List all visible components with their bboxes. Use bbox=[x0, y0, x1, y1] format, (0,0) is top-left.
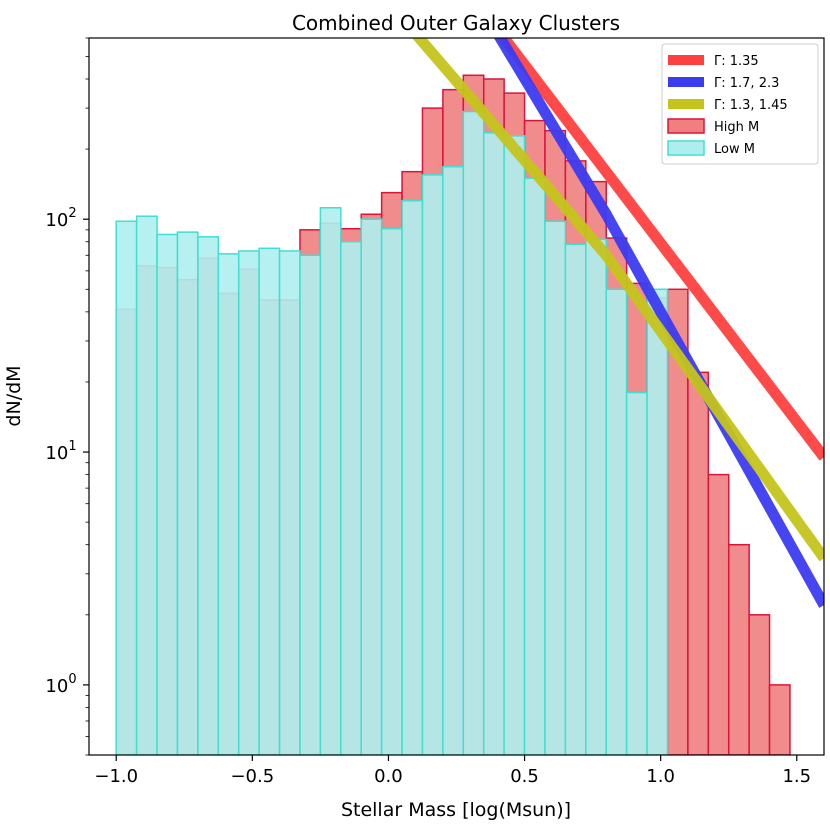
x-tick-label-3: 0.5 bbox=[510, 766, 539, 787]
low-m-bar-21 bbox=[544, 220, 567, 755]
x-tick-label-5: 1.5 bbox=[782, 766, 811, 787]
legend-label-1: Γ: 1.7, 2.3 bbox=[714, 76, 779, 91]
high-m-bar-31 bbox=[748, 614, 771, 755]
low-m-bar-1 bbox=[135, 215, 158, 755]
low-m-bar-0 bbox=[115, 220, 138, 755]
low-m-bar-9 bbox=[299, 254, 322, 755]
low-m-bar-14 bbox=[401, 200, 424, 755]
fit-line-1 bbox=[493, 38, 824, 608]
low-m-bar-23 bbox=[585, 238, 607, 755]
legend-frame bbox=[661, 43, 819, 165]
legend-swatch-4 bbox=[667, 140, 705, 156]
low-m-bar-11 bbox=[340, 241, 362, 755]
fit-line-2 bbox=[412, 38, 824, 562]
legend-label-4: Low M bbox=[714, 142, 755, 157]
low-m-bar-4 bbox=[197, 236, 220, 755]
low-m-bar-19 bbox=[503, 135, 526, 755]
low-m-bar-22 bbox=[564, 243, 587, 755]
low-m-bar-26 bbox=[646, 288, 669, 755]
legend: Γ: 1.35 Γ: 1.7, 2.3 Γ: 1.3, 1.45 High M Low … bbox=[661, 43, 819, 165]
low-m-bars bbox=[115, 110, 669, 755]
high-m-bar-32 bbox=[768, 684, 791, 755]
legend-label-0: Γ: 1.35 bbox=[714, 54, 759, 69]
plot-frame bbox=[88, 37, 825, 756]
low-m-bar-24 bbox=[605, 288, 628, 755]
legend-label-2: Γ: 1.3, 1.45 bbox=[714, 98, 788, 113]
high-m-bar-30 bbox=[727, 543, 750, 755]
low-m-bar-18 bbox=[482, 132, 505, 755]
low-m-bar-25 bbox=[625, 391, 648, 755]
high-m-bar-29 bbox=[707, 473, 730, 755]
low-m-bar-16 bbox=[442, 165, 465, 755]
low-m-bar-8 bbox=[278, 250, 301, 755]
low-m-bar-20 bbox=[523, 177, 546, 755]
low-m-bar-13 bbox=[380, 227, 403, 755]
low-m-bar-15 bbox=[421, 174, 444, 755]
low-m-bar-10 bbox=[319, 206, 342, 755]
low-m-bar-17 bbox=[462, 110, 485, 755]
x-tick-label-2: 0.0 bbox=[374, 766, 403, 787]
low-m-bar-5 bbox=[217, 253, 240, 755]
x-tick-label-1: −0.5 bbox=[230, 766, 274, 787]
x-axis-label: Stellar Mass [log(Msun)] bbox=[341, 799, 571, 821]
low-m-bar-12 bbox=[360, 218, 383, 755]
high-m-bar-28 bbox=[687, 371, 710, 755]
low-m-bar-3 bbox=[176, 231, 199, 755]
low-m-bar-7 bbox=[258, 247, 281, 755]
chart-title: Combined Outer Galaxy Clusters bbox=[292, 11, 620, 35]
x-tick-label-4: 1.0 bbox=[646, 766, 675, 787]
legend-swatch-3 bbox=[667, 118, 705, 134]
low-m-bar-2 bbox=[156, 233, 179, 755]
legend-label-3: High M bbox=[714, 120, 759, 135]
y-axis-label: dN/dM bbox=[3, 365, 25, 426]
fit-line-0 bbox=[497, 38, 824, 461]
x-tick-label-0: −1.0 bbox=[94, 766, 138, 787]
x-axis: −1.0 −0.5 0.0 0.5 1.0 1.5 bbox=[94, 755, 811, 787]
fit-lines bbox=[412, 38, 824, 608]
low-m-bar-6 bbox=[237, 250, 260, 755]
